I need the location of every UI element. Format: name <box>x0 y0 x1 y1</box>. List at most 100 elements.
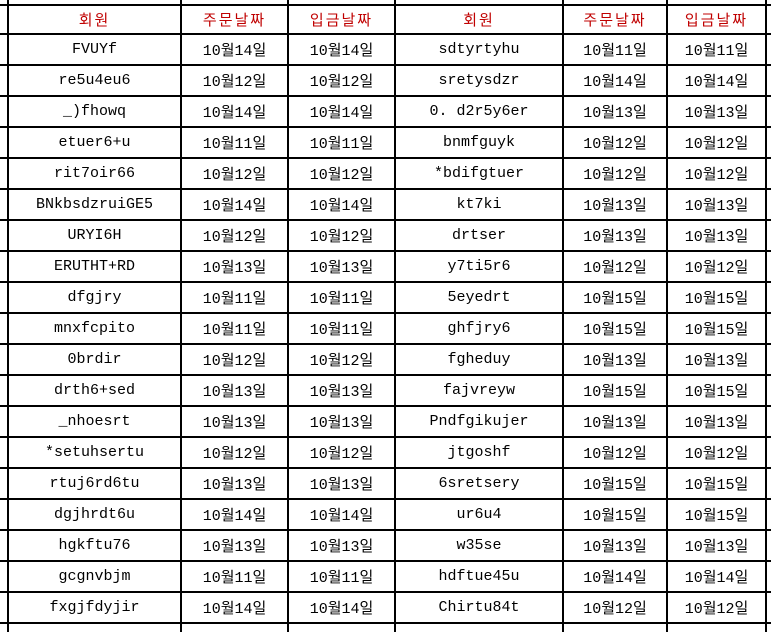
deposit-date-cell-right[interactable]: 10월14일 <box>666 560 767 593</box>
order-date-cell-right[interactable]: 10월13일 <box>562 405 668 438</box>
deposit-date-cell-right[interactable]: 10월15일 <box>666 281 767 314</box>
member-cell-right[interactable]: sretysdzr <box>394 64 564 97</box>
order-date-cell-left[interactable]: 10월13일 <box>180 467 289 500</box>
member-cell-right[interactable]: w35se <box>394 529 564 562</box>
member-cell-right[interactable]: 5eyedrt <box>394 281 564 314</box>
order-date-cell-right[interactable]: 10월11일 <box>562 33 668 66</box>
deposit-date-cell-right[interactable]: 10월13일 <box>666 219 767 252</box>
cell[interactable] <box>287 0 396 6</box>
deposit-date-cell-right[interactable]: 10월15일 <box>666 312 767 345</box>
order-date-cell-right[interactable]: 10월15일 <box>562 498 668 531</box>
order-date-cell-left[interactable]: 10월13일 <box>180 250 289 283</box>
deposit-date-cell-left[interactable]: 10월14일 <box>287 498 396 531</box>
member-cell-left[interactable]: URYI6H <box>7 219 182 252</box>
deposit-date-cell-right[interactable]: 10월12일 <box>666 157 767 190</box>
deposit-date-cell-left[interactable]: 10월13일 <box>287 374 396 407</box>
cell[interactable] <box>562 0 668 6</box>
order-date-cell-left[interactable]: 10월12일 <box>180 64 289 97</box>
member-cell-right[interactable]: 6sretsery <box>394 467 564 500</box>
deposit-date-cell-right[interactable]: 10월12일 <box>666 436 767 469</box>
deposit-date-cell-left[interactable]: 10월14일 <box>287 188 396 221</box>
cell[interactable] <box>180 622 289 632</box>
order-date-cell-left[interactable]: 10월14일 <box>180 498 289 531</box>
member-cell-left[interactable]: *setuhsertu <box>7 436 182 469</box>
order-date-cell-right[interactable]: 10월13일 <box>562 343 668 376</box>
deposit-date-cell-right[interactable]: 10월15일 <box>666 498 767 531</box>
member-cell-right[interactable]: bnmfguyk <box>394 126 564 159</box>
deposit-date-cell-right[interactable]: 10월12일 <box>666 591 767 624</box>
order-date-cell-left[interactable]: 10월12일 <box>180 436 289 469</box>
member-cell-left[interactable]: rtuj6rd6tu <box>7 467 182 500</box>
order-date-cell-left[interactable]: 10월14일 <box>180 188 289 221</box>
member-cell-right[interactable]: Chirtu84t <box>394 591 564 624</box>
deposit-date-cell-left[interactable]: 10월12일 <box>287 219 396 252</box>
member-cell-left[interactable]: FVUYf <box>7 33 182 66</box>
order-date-cell-left[interactable]: 10월14일 <box>180 33 289 66</box>
deposit-date-cell-right[interactable]: 10월12일 <box>666 126 767 159</box>
order-date-cell-right[interactable]: 10월13일 <box>562 188 668 221</box>
member-cell-right[interactable]: fgheduy <box>394 343 564 376</box>
member-cell-left[interactable]: dgjhrdt6u <box>7 498 182 531</box>
header-deposit-date-left[interactable]: 입금날짜 <box>287 4 396 35</box>
member-cell-left[interactable]: mnxfcpito <box>7 312 182 345</box>
deposit-date-cell-left[interactable]: 10월14일 <box>287 591 396 624</box>
header-member-right[interactable]: 회원 <box>394 4 564 35</box>
order-date-cell-left[interactable]: 10월13일 <box>180 405 289 438</box>
member-cell-left[interactable]: etuer6+u <box>7 126 182 159</box>
order-date-cell-right[interactable]: 10월13일 <box>562 95 668 128</box>
deposit-date-cell-left[interactable]: 10월12일 <box>287 436 396 469</box>
order-date-cell-left[interactable]: 10월11일 <box>180 312 289 345</box>
header-member-left[interactable]: 회원 <box>7 4 182 35</box>
member-cell-right[interactable]: ghfjry6 <box>394 312 564 345</box>
order-date-cell-right[interactable]: 10월14일 <box>562 560 668 593</box>
member-cell-left[interactable]: re5u4eu6 <box>7 64 182 97</box>
deposit-date-cell-right[interactable]: 10월11일 <box>666 33 767 66</box>
cell[interactable] <box>394 0 564 6</box>
member-cell-right[interactable]: kt7ki <box>394 188 564 221</box>
order-date-cell-right[interactable]: 10월13일 <box>562 529 668 562</box>
deposit-date-cell-left[interactable]: 10월14일 <box>287 95 396 128</box>
cell[interactable] <box>7 0 182 6</box>
member-cell-left[interactable]: ERUTHT+RD <box>7 250 182 283</box>
order-date-cell-left[interactable]: 10월11일 <box>180 281 289 314</box>
order-date-cell-left[interactable]: 10월12일 <box>180 157 289 190</box>
member-cell-right[interactable]: jtgoshf <box>394 436 564 469</box>
deposit-date-cell-right[interactable]: 10월15일 <box>666 374 767 407</box>
order-date-cell-right[interactable]: 10월15일 <box>562 374 668 407</box>
cell[interactable] <box>666 0 767 6</box>
deposit-date-cell-right[interactable]: 10월14일 <box>666 64 767 97</box>
member-cell-left[interactable]: _nhoesrt <box>7 405 182 438</box>
deposit-date-cell-left[interactable]: 10월13일 <box>287 250 396 283</box>
order-date-cell-left[interactable]: 10월14일 <box>180 591 289 624</box>
cell[interactable] <box>666 622 767 632</box>
member-cell-left[interactable]: rit7oir66 <box>7 157 182 190</box>
header-order-date-left[interactable]: 주문날짜 <box>180 4 289 35</box>
order-date-cell-right[interactable]: 10월12일 <box>562 591 668 624</box>
deposit-date-cell-right[interactable]: 10월13일 <box>666 529 767 562</box>
deposit-date-cell-right[interactable]: 10월13일 <box>666 343 767 376</box>
deposit-date-cell-right[interactable]: 10월13일 <box>666 405 767 438</box>
member-cell-right[interactable]: *bdifgtuer <box>394 157 564 190</box>
deposit-date-cell-left[interactable]: 10월13일 <box>287 529 396 562</box>
order-date-cell-left[interactable]: 10월12일 <box>180 219 289 252</box>
member-cell-right[interactable]: hdftue45u <box>394 560 564 593</box>
deposit-date-cell-right[interactable]: 10월12일 <box>666 250 767 283</box>
deposit-date-cell-right[interactable]: 10월13일 <box>666 188 767 221</box>
order-date-cell-right[interactable]: 10월12일 <box>562 436 668 469</box>
order-date-cell-right[interactable]: 10월12일 <box>562 157 668 190</box>
deposit-date-cell-left[interactable]: 10월13일 <box>287 467 396 500</box>
cell[interactable] <box>7 622 182 632</box>
cell[interactable] <box>394 622 564 632</box>
member-cell-left[interactable]: gcgnvbjm <box>7 560 182 593</box>
deposit-date-cell-left[interactable]: 10월11일 <box>287 126 396 159</box>
order-date-cell-left[interactable]: 10월11일 <box>180 126 289 159</box>
member-cell-left[interactable]: _)fhowq <box>7 95 182 128</box>
order-date-cell-left[interactable]: 10월12일 <box>180 343 289 376</box>
order-date-cell-left[interactable]: 10월13일 <box>180 374 289 407</box>
header-order-date-right[interactable]: 주문날짜 <box>562 4 668 35</box>
member-cell-left[interactable]: hgkftu76 <box>7 529 182 562</box>
cell[interactable] <box>562 622 668 632</box>
member-cell-right[interactable]: drtser <box>394 219 564 252</box>
deposit-date-cell-left[interactable]: 10월12일 <box>287 64 396 97</box>
order-date-cell-left[interactable]: 10월13일 <box>180 529 289 562</box>
